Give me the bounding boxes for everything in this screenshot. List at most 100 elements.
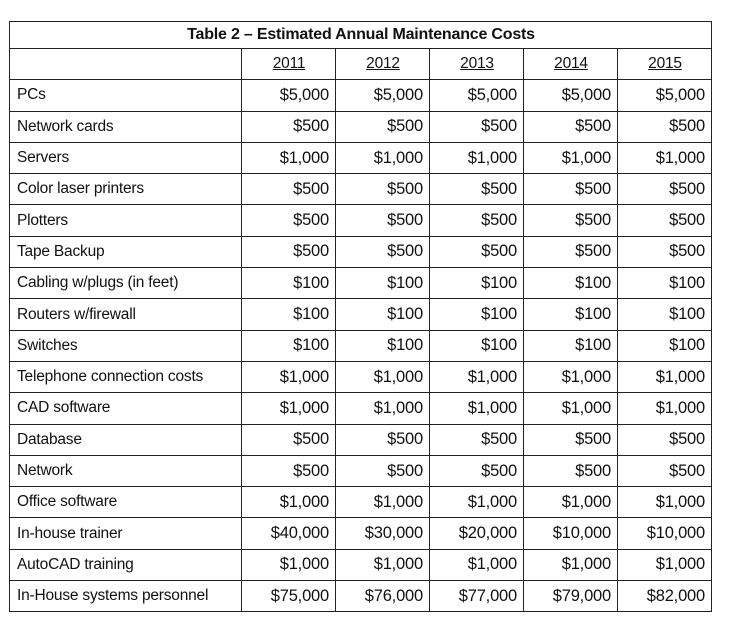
year-header-row: 2011 2012 2013 2014 2015 bbox=[9, 47, 712, 81]
table-body: PCs $5,000 $5,000 $5,000 $5,000 $5,000 Network… bbox=[9, 79, 712, 613]
cost-cell: $1,000 bbox=[241, 360, 336, 394]
cost-cell: $100 bbox=[523, 298, 618, 331]
row-label: PCs bbox=[9, 79, 242, 112]
cost-cell: $100 bbox=[617, 329, 712, 362]
cost-cell: $500 bbox=[241, 454, 336, 488]
cost-cell: $76,000 bbox=[335, 580, 430, 613]
table-row: Servers $1,000 $1,000 $1,000 $1,000 $1,000 bbox=[9, 141, 712, 175]
cost-cell: $500 bbox=[523, 235, 618, 269]
cost-cell: $500 bbox=[617, 423, 712, 456]
cost-cell: $500 bbox=[429, 173, 524, 206]
cost-cell: $1,000 bbox=[523, 360, 618, 394]
cost-cell: $100 bbox=[335, 298, 430, 331]
cost-cell: $500 bbox=[429, 423, 524, 456]
row-label: Routers w/firewall bbox=[9, 298, 242, 331]
table-row: In-House systems personnel $75,000 $76,000… bbox=[9, 580, 712, 613]
row-label: In-house trainer bbox=[9, 517, 242, 550]
table-row: Office software $1,000 $1,000 $1,000 $1,000 $… bbox=[9, 486, 712, 519]
table-row: In-house trainer $40,000 $30,000 $20,000 $10… bbox=[9, 517, 712, 550]
cost-cell: $100 bbox=[429, 329, 524, 362]
table-row: Routers w/firewall $100 $100 $100 $100 $100 bbox=[9, 298, 712, 331]
year-header: 2014 bbox=[523, 47, 618, 81]
cost-cell: $500 bbox=[523, 173, 618, 206]
cost-cell: $500 bbox=[523, 454, 618, 488]
row-label: Switches bbox=[9, 329, 242, 362]
cost-cell: $1,000 bbox=[335, 141, 430, 175]
cost-cell: $1,000 bbox=[523, 141, 618, 175]
cost-cell: $500 bbox=[523, 204, 618, 237]
cost-cell: $1,000 bbox=[617, 392, 712, 425]
cost-cell: $500 bbox=[241, 204, 336, 237]
cost-cell: $500 bbox=[241, 110, 336, 143]
cost-cell: $500 bbox=[241, 173, 336, 206]
cost-cell: $500 bbox=[617, 454, 712, 488]
cost-cell: $1,000 bbox=[429, 141, 524, 175]
table-row: Database $500 $500 $500 $500 $500 bbox=[9, 423, 712, 456]
cost-cell: $100 bbox=[429, 267, 524, 300]
cost-cell: $1,000 bbox=[617, 360, 712, 394]
cost-cell: $500 bbox=[429, 235, 524, 269]
row-label: Plotters bbox=[9, 204, 242, 237]
cost-cell: $100 bbox=[335, 267, 430, 300]
table-row: Switches $100 $100 $100 $100 $100 bbox=[9, 329, 712, 362]
cost-cell: $500 bbox=[429, 204, 524, 237]
table-title: Table 2 – Estimated Annual Maintenance C… bbox=[9, 21, 712, 49]
table-row: CAD software $1,000 $1,000 $1,000 $1,000 $1,0… bbox=[9, 392, 712, 425]
table-row: Network cards $500 $500 $500 $500 $500 bbox=[9, 110, 712, 143]
cost-cell: $1,000 bbox=[429, 548, 524, 582]
year-header: 2015 bbox=[617, 47, 712, 81]
cost-cell: $5,000 bbox=[335, 79, 430, 112]
cost-cell: $100 bbox=[617, 298, 712, 331]
table-row: Color laser printers $500 $500 $500 $500 $500 bbox=[9, 173, 712, 206]
cost-cell: $500 bbox=[335, 173, 430, 206]
cost-cell: $1,000 bbox=[241, 486, 336, 519]
cost-cell: $100 bbox=[241, 298, 336, 331]
row-label: AutoCAD training bbox=[9, 548, 242, 582]
cost-cell: $10,000 bbox=[617, 517, 712, 550]
cost-cell: $1,000 bbox=[523, 486, 618, 519]
row-label: Telephone connection costs bbox=[9, 360, 242, 394]
cost-cell: $1,000 bbox=[335, 486, 430, 519]
row-label: Servers bbox=[9, 141, 242, 175]
cost-cell: $100 bbox=[241, 329, 336, 362]
cost-cell: $100 bbox=[429, 298, 524, 331]
cost-cell: $5,000 bbox=[523, 79, 618, 112]
cost-cell: $75,000 bbox=[241, 580, 336, 613]
title-row: Table 2 – Estimated Annual Maintenance C… bbox=[9, 21, 712, 49]
cost-cell: $20,000 bbox=[429, 517, 524, 550]
cost-cell: $1,000 bbox=[429, 486, 524, 519]
cost-cell: $40,000 bbox=[241, 517, 336, 550]
cost-cell: $500 bbox=[335, 423, 430, 456]
table-row: Network $500 $500 $500 $500 $500 bbox=[9, 454, 712, 488]
cost-cell: $500 bbox=[617, 204, 712, 237]
cost-cell: $30,000 bbox=[335, 517, 430, 550]
row-label: Office software bbox=[9, 486, 242, 519]
table-row: AutoCAD training $1,000 $1,000 $1,000 $1,000… bbox=[9, 548, 712, 582]
cost-cell: $1,000 bbox=[335, 360, 430, 394]
cost-cell: $500 bbox=[335, 110, 430, 143]
cost-cell: $500 bbox=[523, 423, 618, 456]
row-label: Cabling w/plugs (in feet) bbox=[9, 267, 242, 300]
cost-cell: $5,000 bbox=[241, 79, 336, 112]
cost-cell: $500 bbox=[429, 110, 524, 143]
year-header: 2012 bbox=[335, 47, 430, 81]
cost-cell: $1,000 bbox=[617, 486, 712, 519]
cost-cell: $500 bbox=[617, 173, 712, 206]
cost-cell: $1,000 bbox=[523, 548, 618, 582]
cost-cell: $500 bbox=[241, 423, 336, 456]
row-label: CAD software bbox=[9, 392, 242, 425]
maintenance-costs-table: Table 2 – Estimated Annual Maintenance C… bbox=[9, 21, 712, 613]
cost-cell: $100 bbox=[523, 329, 618, 362]
cost-cell: $77,000 bbox=[429, 580, 524, 613]
cost-cell: $500 bbox=[335, 204, 430, 237]
cost-cell: $500 bbox=[523, 110, 618, 143]
row-label: Network cards bbox=[9, 110, 242, 143]
cost-cell: $1,000 bbox=[241, 548, 336, 582]
cost-cell: $500 bbox=[241, 235, 336, 269]
row-label: Database bbox=[9, 423, 242, 456]
cost-cell: $500 bbox=[335, 454, 430, 488]
cost-cell: $500 bbox=[429, 454, 524, 488]
cost-cell: $1,000 bbox=[335, 548, 430, 582]
cost-cell: $500 bbox=[617, 110, 712, 143]
cost-cell: $100 bbox=[335, 329, 430, 362]
